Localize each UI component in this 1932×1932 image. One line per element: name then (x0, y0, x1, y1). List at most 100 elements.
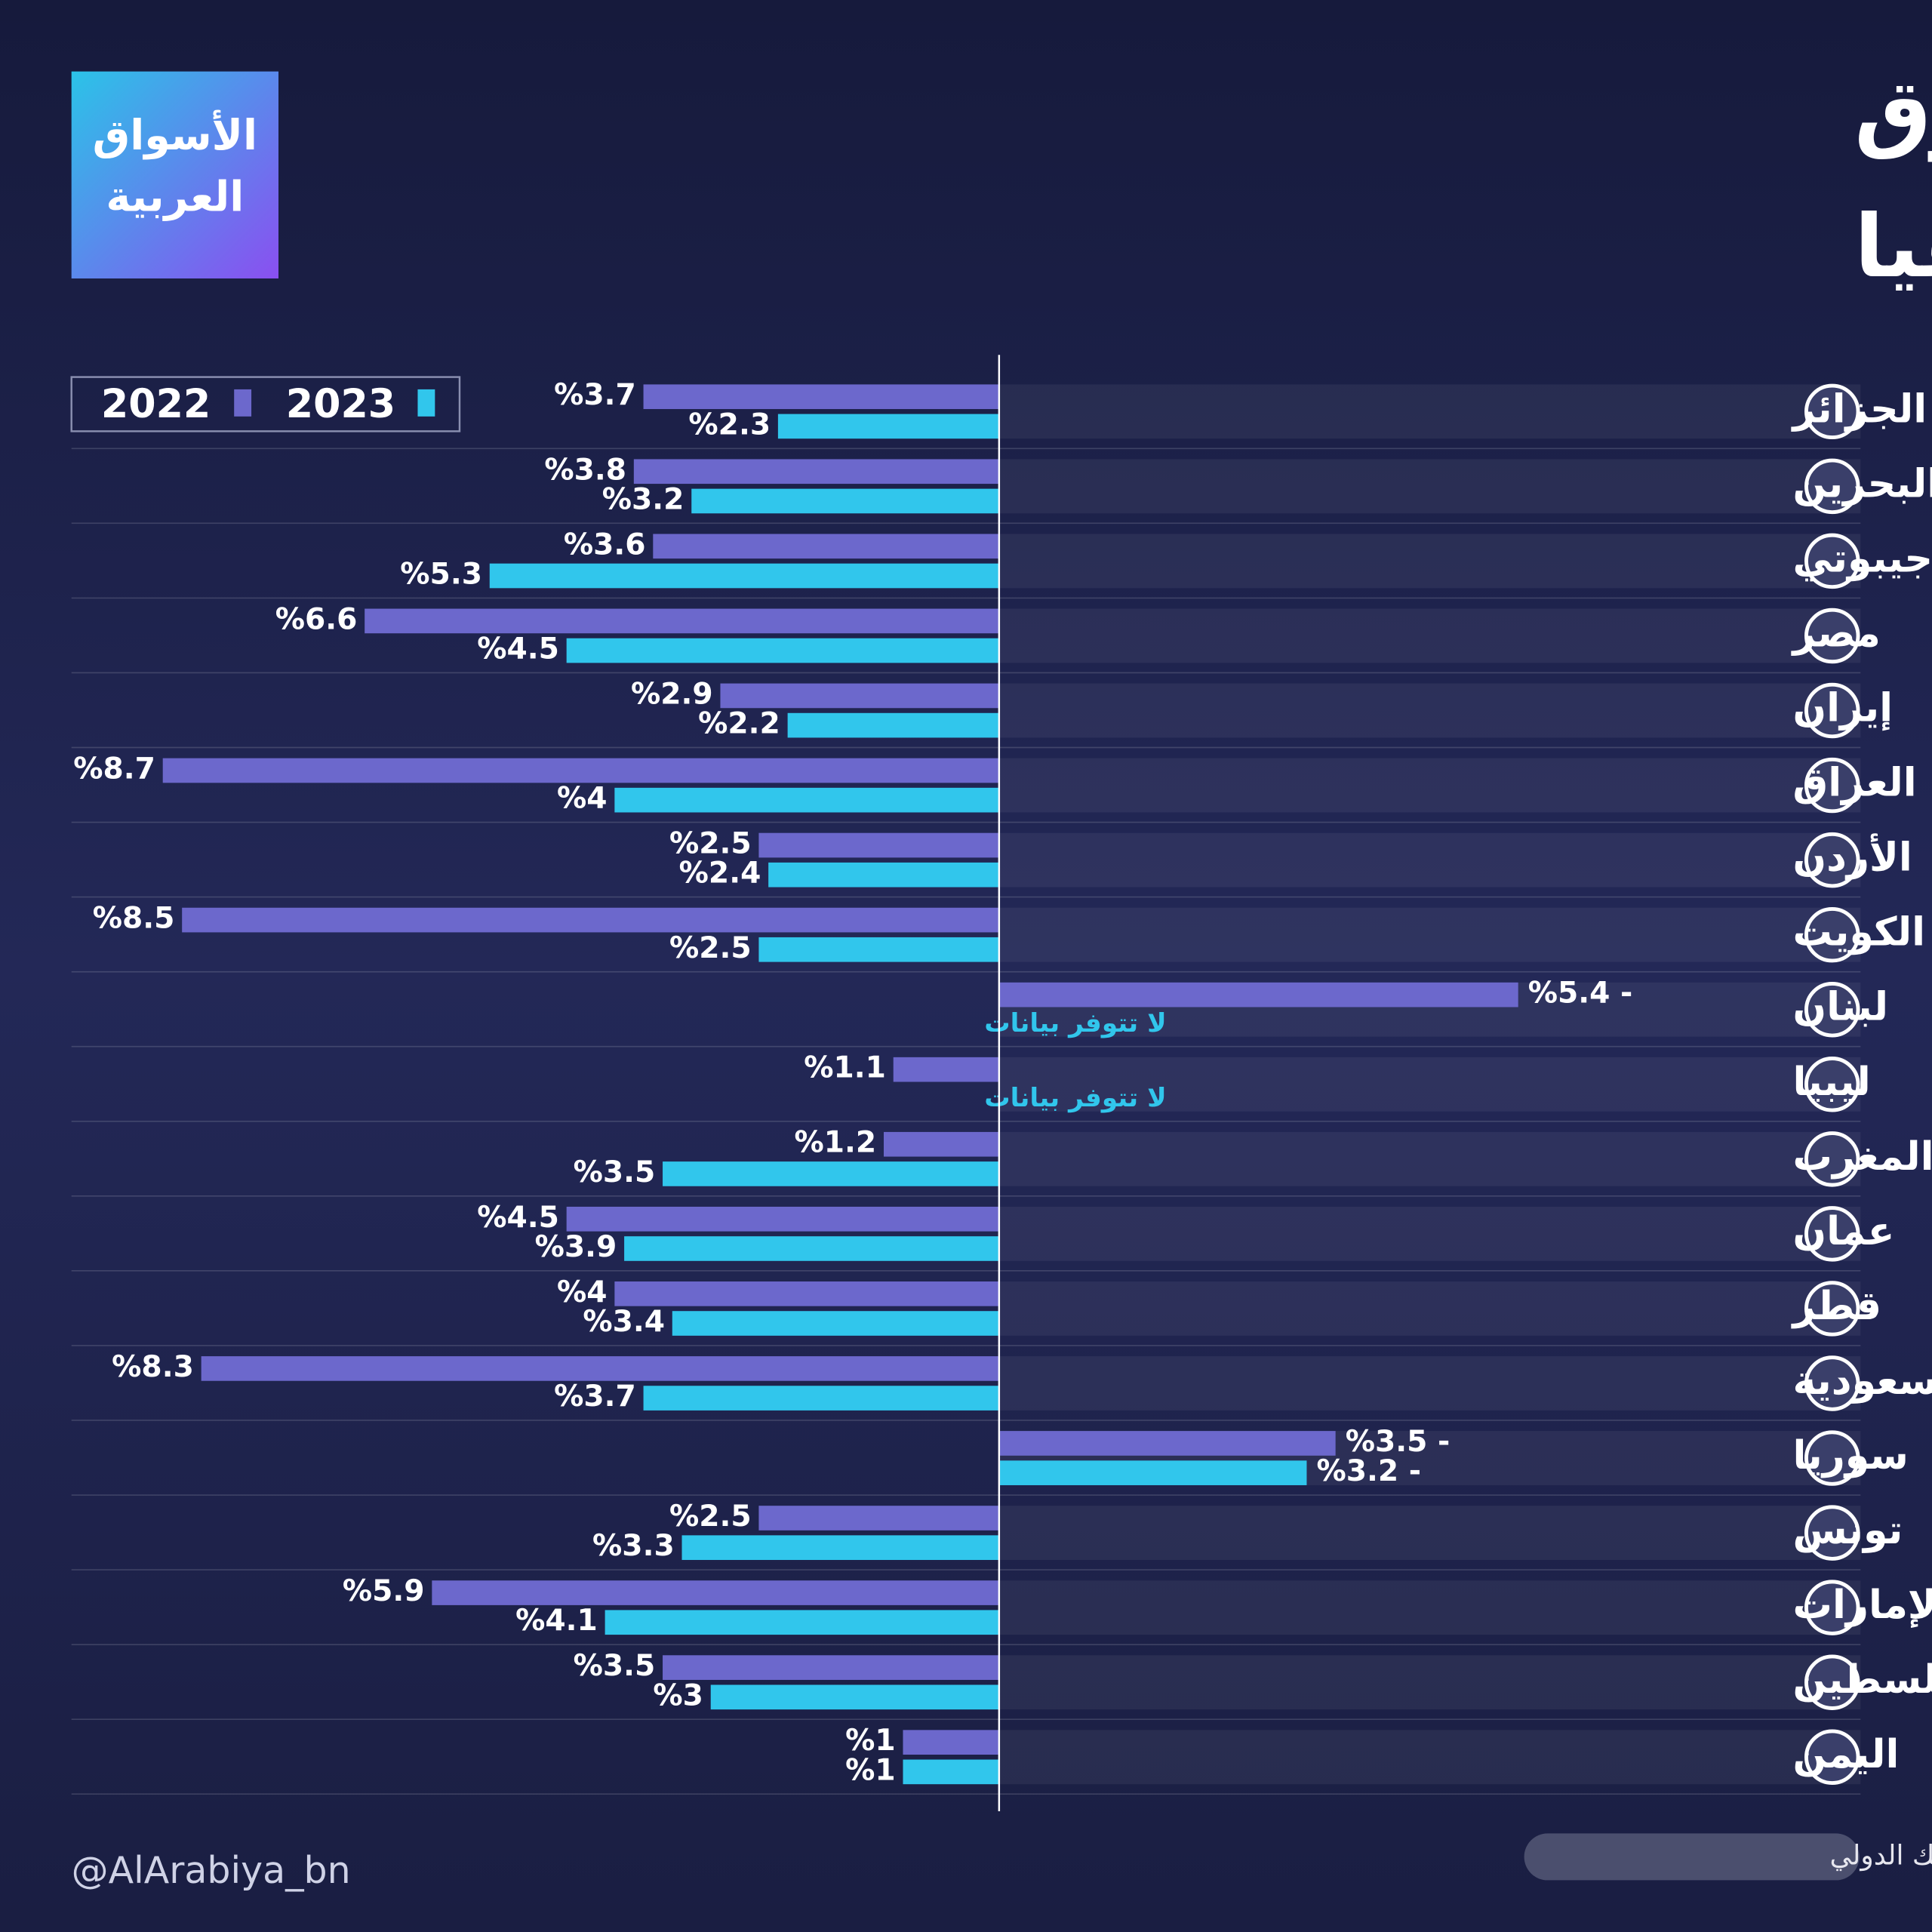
bar (758, 832, 999, 858)
value-label: %3.6 (564, 528, 646, 561)
row-band (998, 1506, 1861, 1561)
flag (1804, 981, 1860, 1038)
y-tick-label: العراق (1793, 761, 1917, 806)
value-label: %2.2 (698, 707, 780, 741)
bar (182, 907, 999, 933)
y-tick-label: اليمن (1793, 1732, 1900, 1777)
bar (903, 1730, 999, 1755)
value-label: %1.1 (804, 1051, 886, 1085)
flag (1804, 682, 1860, 739)
flag (1804, 533, 1860, 589)
row-band (998, 1580, 1861, 1635)
value-label: %3.7 (554, 1380, 636, 1414)
value-label: %2.5 (669, 1500, 752, 1534)
value-label: %3.2 - (1317, 1454, 1422, 1488)
row-band (998, 534, 1861, 589)
source: المصدر: البنك الدولي (1829, 1840, 1932, 1871)
bar (884, 1131, 999, 1157)
bar (720, 683, 999, 709)
flag (1804, 1281, 1860, 1337)
bar (653, 534, 999, 559)
value-label: %4.5 (477, 1201, 559, 1235)
y-tick-label: جيبوتي (1793, 536, 1932, 581)
y-tick-label: سوريا (1793, 1433, 1909, 1478)
flag (1804, 1131, 1860, 1187)
row-band (998, 1730, 1861, 1785)
bar (643, 1386, 999, 1411)
value-label: %3.9 (535, 1230, 617, 1264)
flag (1804, 1729, 1860, 1785)
value-label: %6.6 (275, 602, 358, 636)
value-label: %3.3 (592, 1529, 675, 1563)
bar (672, 1311, 999, 1336)
row-band (998, 758, 1861, 813)
y-tick-label: الجزائر (1791, 386, 1927, 432)
value-label: %3.8 (544, 453, 626, 487)
logo-text: الأسواق (93, 109, 257, 160)
value-label: %8.5 (93, 902, 175, 936)
flag (1804, 1505, 1860, 1561)
value-label: %1 (845, 1753, 896, 1787)
y-tick-label: عمان (1793, 1209, 1895, 1254)
y-tick-label: البحرين (1793, 461, 1932, 506)
y-tick-label: الأردن (1793, 833, 1912, 881)
bar (614, 1281, 999, 1306)
value-label: %4 (557, 1275, 608, 1309)
value-label: %3.5 (574, 1649, 656, 1683)
value-label: %2.5 (669, 931, 752, 965)
row-band (998, 459, 1861, 514)
bar (633, 459, 999, 485)
bar (365, 608, 999, 634)
bar (691, 488, 999, 514)
bar (663, 1161, 999, 1186)
value-label: %2.9 (631, 677, 713, 711)
bar (758, 1506, 999, 1531)
value-label: %3 (653, 1678, 703, 1712)
flag (1804, 757, 1860, 814)
bar (663, 1655, 999, 1680)
flag (1804, 1430, 1860, 1486)
legend-label: 2023 (286, 382, 395, 427)
bar (998, 982, 1518, 1008)
row-band (998, 1131, 1861, 1186)
row-band (998, 832, 1861, 888)
bar (566, 1206, 999, 1232)
plot: 2023 2022 الجزائر %3.7 %2.3 البحرين %3.8%3.2 جي… (71, 355, 1932, 1811)
value-label: %4.5 (477, 632, 559, 666)
row-band (998, 683, 1861, 738)
chart-title: تنبؤات نمو اقتصادات الشرق (1854, 60, 1932, 162)
bar (768, 862, 999, 888)
bar (998, 1460, 1307, 1485)
row-band (998, 1057, 1861, 1112)
bar (566, 638, 999, 663)
row-band (998, 608, 1861, 663)
row-band (998, 1281, 1861, 1336)
flag (1804, 1654, 1860, 1710)
flag (1804, 906, 1860, 963)
value-label: %5.4 - (1528, 977, 1633, 1011)
handle: @AlArabiya_bn (72, 1849, 351, 1892)
y-tick-label: السعودية (1793, 1358, 1932, 1404)
flag (1804, 458, 1860, 515)
bar (998, 1431, 1336, 1456)
value-label: %3.4 (583, 1305, 665, 1339)
value-label: لا تتوفر بيانات (984, 1008, 1166, 1038)
row-band (998, 1655, 1861, 1710)
source-box (1524, 1833, 1860, 1881)
bar (758, 937, 999, 962)
value-label: %8.7 (73, 752, 155, 786)
value-label: %1 (845, 1724, 896, 1758)
legend-label: 2022 (101, 382, 211, 427)
bar (777, 414, 999, 439)
legend-swatch (417, 389, 435, 417)
value-label: %3.5 (574, 1155, 656, 1189)
bar (681, 1535, 999, 1561)
flag (1804, 1355, 1860, 1411)
bar (605, 1610, 999, 1635)
value-label: %3.2 (602, 482, 685, 516)
value-label: %3.5 - (1346, 1425, 1451, 1459)
bar (893, 1057, 999, 1082)
bar (710, 1684, 999, 1710)
